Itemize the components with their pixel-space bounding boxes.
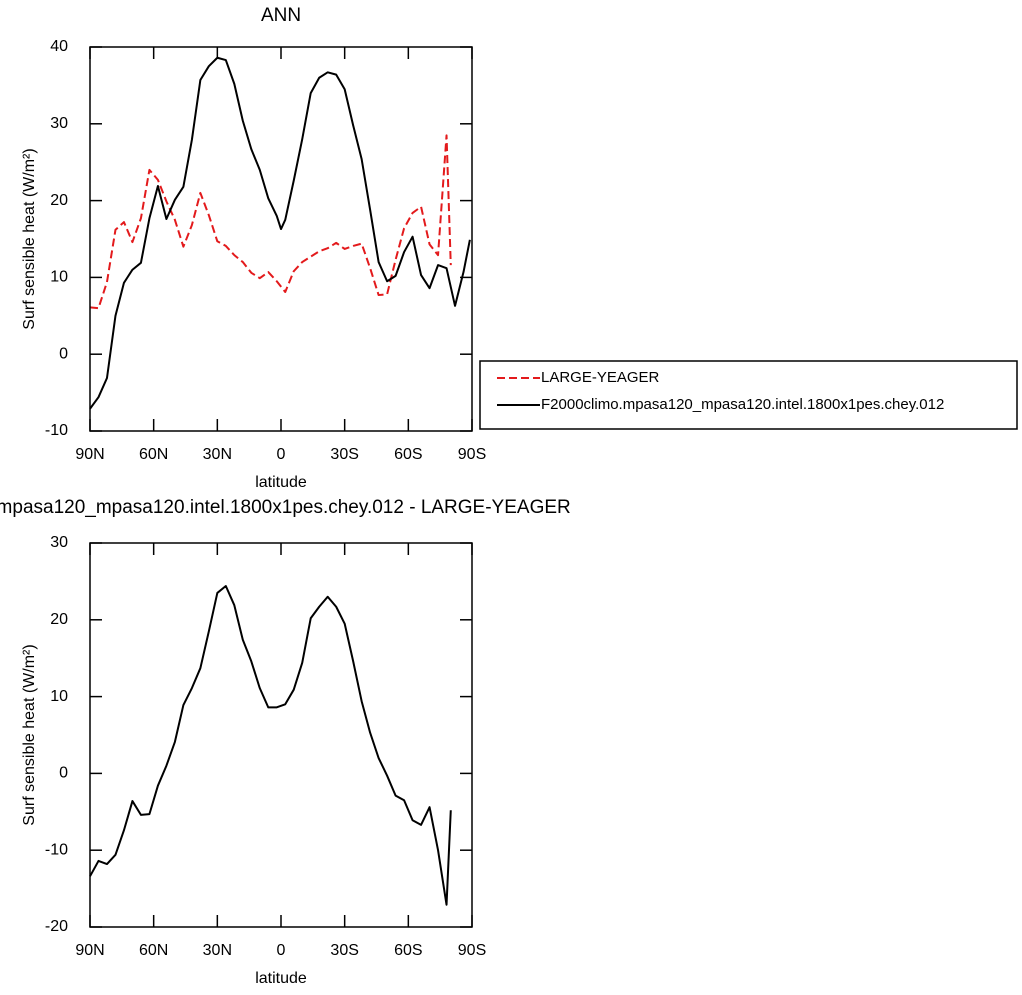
chart-title: .mpasa120_mpasa120.intel.1800x1pes.chey.… <box>0 497 571 518</box>
x-tick-label: 30S <box>330 446 358 463</box>
y-tick-label: -20 <box>45 918 68 935</box>
plot-frame <box>89 46 473 432</box>
x-tick-label: 0 <box>277 942 286 959</box>
y-axis-label: Surf sensible heat (W/m²) <box>21 644 38 825</box>
x-tick-label: 30S <box>330 942 358 959</box>
x-tick-label: 90S <box>458 446 486 463</box>
x-tick-label: 60N <box>139 942 168 959</box>
legend-box <box>479 360 1018 430</box>
x-tick-label: 0 <box>277 446 286 463</box>
x-tick-label: 90N <box>75 446 104 463</box>
y-tick-label: 30 <box>50 534 68 551</box>
y-tick-label: 0 <box>59 765 68 782</box>
legend-label: LARGE-YEAGER <box>541 369 660 386</box>
data-line <box>89 56 471 410</box>
x-tick-label: 60S <box>394 942 422 959</box>
y-tick-label: -10 <box>45 422 68 439</box>
y-tick-label: 30 <box>50 115 68 132</box>
y-axis-label: Surf sensible heat (W/m²) <box>21 148 38 329</box>
y-tick-label: -10 <box>45 841 68 858</box>
y-tick-label: 10 <box>50 688 68 705</box>
data-line <box>89 585 452 906</box>
x-tick-label: 90S <box>458 942 486 959</box>
x-axis-label: latitude <box>255 474 307 491</box>
x-tick-label: 30N <box>203 942 232 959</box>
y-tick-label: 20 <box>50 192 68 209</box>
x-axis-label: latitude <box>255 970 307 987</box>
y-tick-label: 10 <box>50 269 68 286</box>
x-tick-label: 60N <box>139 446 168 463</box>
chart-title: ANN <box>261 5 301 26</box>
y-tick-label: 20 <box>50 611 68 628</box>
legend-label: F2000climo.mpasa120_mpasa120.intel.1800x… <box>541 396 944 413</box>
y-tick-label: 40 <box>50 38 68 55</box>
y-tick-label: 0 <box>59 345 68 362</box>
x-tick-label: 90N <box>75 942 104 959</box>
x-tick-label: 30N <box>203 446 232 463</box>
x-tick-label: 60S <box>394 446 422 463</box>
plot-frame <box>89 542 473 928</box>
data-line <box>89 134 452 310</box>
